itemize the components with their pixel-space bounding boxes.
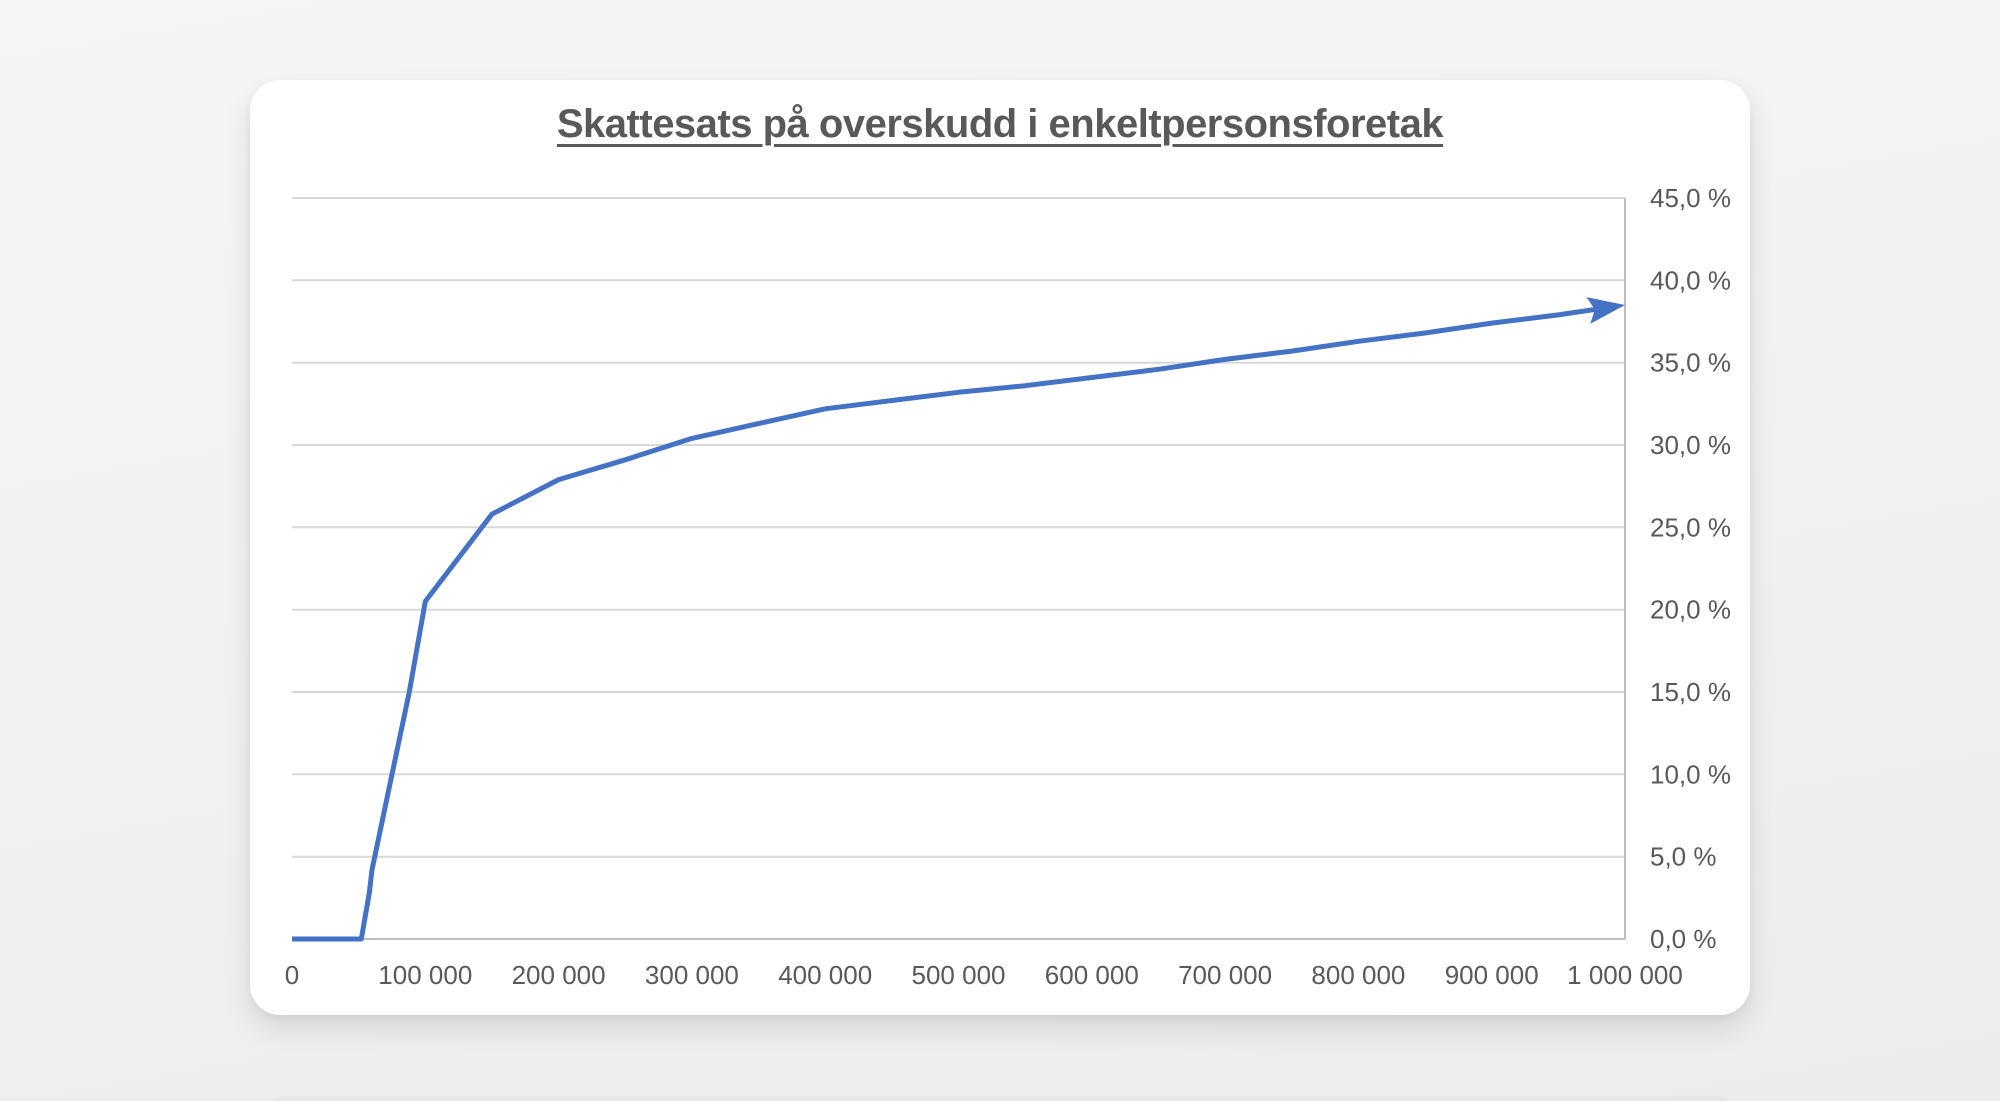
y-tick-label: 30,0 % — [1650, 430, 1731, 460]
series-line — [292, 306, 1600, 942]
arrowhead-icon — [1586, 297, 1625, 324]
y-tick-label: 20,0 % — [1650, 595, 1731, 625]
y-tick-label: 45,0 % — [1650, 183, 1731, 213]
x-tick-label: 100 000 — [378, 960, 472, 990]
x-tick-label: 300 000 — [645, 960, 739, 990]
y-tick-label: 25,0 % — [1650, 512, 1731, 542]
chart-title: Skattesats på overskudd i enkeltpersonsf… — [556, 102, 1444, 146]
x-tick-label: 200 000 — [512, 960, 606, 990]
next-card-top-edge — [270, 1096, 1730, 1101]
chart-card: Skattesats på overskudd i enkeltpersonsf… — [250, 80, 1750, 1015]
y-tick-label: 40,0 % — [1650, 265, 1731, 295]
tax-rate-line-chart: 0,0 % 5,0 % 10,0 % 15,0 % 20,0 % 25,0 % 30,0 %… — [285, 183, 1731, 990]
x-tick-label: 400 000 — [778, 960, 872, 990]
x-tick-label: 800 000 — [1311, 960, 1405, 990]
y-tick-label: 0,0 % — [1650, 924, 1717, 954]
x-tick-label: 1 000 000 — [1567, 960, 1683, 990]
y-tick-label: 15,0 % — [1650, 677, 1731, 707]
y-tick-label: 35,0 % — [1650, 348, 1731, 378]
x-tick-label: 700 000 — [1178, 960, 1272, 990]
x-tick-label: 0 — [285, 960, 299, 990]
x-tick-label: 600 000 — [1045, 960, 1139, 990]
y-tick-label: 5,0 % — [1650, 842, 1717, 872]
x-tick-label: 500 000 — [912, 960, 1006, 990]
y-tick-label: 10,0 % — [1650, 759, 1731, 789]
x-tick-label: 900 000 — [1445, 960, 1539, 990]
